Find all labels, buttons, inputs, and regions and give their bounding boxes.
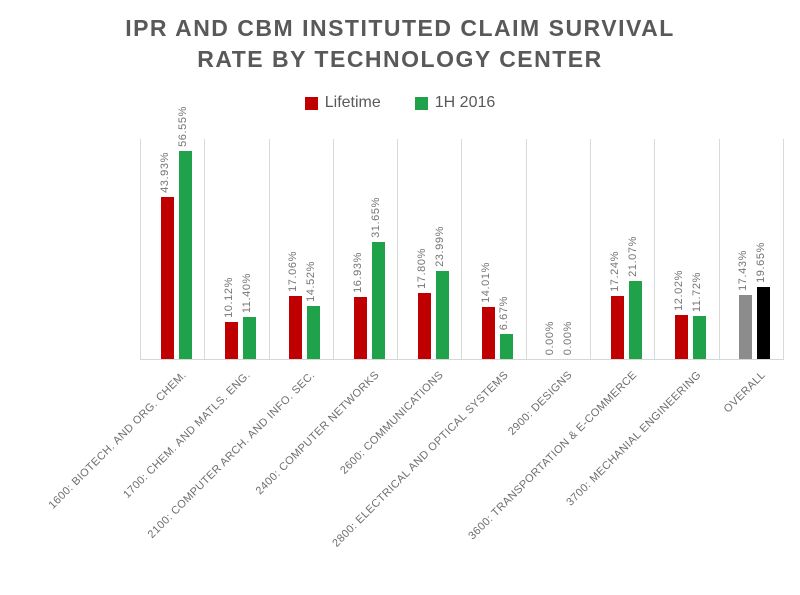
data-label: 23.99% (433, 225, 446, 267)
legend: Lifetime 1H 2016 (0, 94, 800, 112)
data-label: 16.93% (351, 251, 364, 293)
data-label: 21.07% (626, 236, 639, 278)
bar-lifetime (289, 296, 303, 359)
x-axis-label: 1700: CHEM. AND MATLS. ENG. (121, 369, 254, 501)
x-axis-label: 1600: BIOTECH. AND ORG. CHEM. (46, 369, 189, 512)
legend-label: Lifetime (324, 94, 381, 111)
category-cell: 17.06% 14.52% (268, 139, 333, 359)
bar-1h-2016 (307, 305, 321, 359)
bar-lifetime (739, 294, 753, 359)
x-axis-label: 2900: DESIGNS (506, 369, 576, 438)
data-label: 31.65% (369, 197, 382, 239)
legend-swatch-icon (304, 96, 318, 110)
bar-lifetime (224, 321, 238, 359)
data-label: 56.55% (176, 105, 189, 147)
legend-swatch-icon (414, 96, 428, 110)
plot-area: 43.93% 56.55% 10.12% 11.40% 17.06% 14.52% 16.9… (140, 106, 784, 360)
data-label: 14.01% (480, 262, 493, 304)
category-cell: 17.80% 23.99% (397, 139, 461, 359)
category-cell: 17.24% 21.07% (590, 139, 654, 359)
bar-1h-2016 (693, 315, 707, 359)
bar-1h-2016 (371, 242, 385, 359)
data-label: 11.40% (240, 272, 253, 313)
category-cell: 12.02% 11.72% (654, 139, 718, 359)
legend-item: 1H 2016 (414, 94, 496, 112)
chart-title-line2: RATE BY TECHNOLOGY CENTER (197, 46, 603, 72)
bar-1h-2016 (178, 150, 192, 359)
data-label: 12.02% (673, 269, 686, 311)
legend-label: 1H 2016 (434, 94, 496, 111)
bar-1h-2016 (242, 317, 256, 359)
x-axis-label: 3700: MECHANIAL ENGINEERING (564, 369, 704, 509)
bar-1h-2016 (757, 286, 771, 359)
bar-lifetime (160, 197, 174, 359)
bar-lifetime (610, 295, 624, 359)
data-label: 19.65% (755, 241, 768, 283)
bar-1h-2016 (435, 270, 449, 359)
data-label: 43.93% (158, 152, 171, 194)
chart-container: IPR AND CBM INSTITUTED CLAIM SURVIVAL RA… (0, 0, 800, 574)
bar-lifetime (482, 307, 496, 359)
data-label: 0.00% (544, 320, 557, 355)
data-label: 17.24% (608, 250, 621, 292)
data-label: 11.72% (691, 271, 704, 312)
bar-1h-2016 (628, 281, 642, 359)
x-axis-label: OVERALL (721, 369, 769, 416)
data-label: 6.67% (498, 296, 511, 331)
data-label: 17.80% (415, 248, 428, 290)
category-cell: 43.93% 56.55% (140, 106, 204, 359)
data-label: 10.12% (222, 276, 235, 318)
category-cell: 14.01% 6.67% (461, 139, 525, 359)
x-axis-label: 2400: COMPUTER NETWORKS (253, 369, 382, 498)
category-cell: 10.12% 11.40% (204, 139, 268, 359)
plot-wrap: 43.93% 56.55% 10.12% 11.40% 17.06% 14.52% 16.9… (46, 106, 784, 574)
data-label: 14.52% (305, 260, 318, 302)
data-label: 0.00% (562, 320, 575, 355)
bar-lifetime (417, 293, 431, 359)
x-axis-label: 2600: COMMUNICATIONS (338, 369, 447, 477)
data-label: 17.43% (737, 249, 750, 291)
bar-lifetime (353, 296, 367, 359)
category-cell: 16.93% 31.65% (332, 139, 397, 359)
legend-item: Lifetime (304, 94, 381, 112)
data-label: 17.06% (287, 251, 300, 293)
chart-title-line1: IPR AND CBM INSTITUTED CLAIM SURVIVAL (125, 15, 675, 41)
bar-1h-2016 (500, 334, 514, 359)
category-cell: 17.43% 19.65% (718, 139, 784, 359)
category-cell: 0.00% 0.00% (525, 139, 590, 359)
x-axis-labels: 1600: BIOTECH. AND ORG. CHEM. 1700: CHEM.… (46, 360, 784, 574)
bar-lifetime (675, 314, 689, 359)
chart-title: IPR AND CBM INSTITUTED CLAIM SURVIVAL RA… (0, 0, 800, 75)
